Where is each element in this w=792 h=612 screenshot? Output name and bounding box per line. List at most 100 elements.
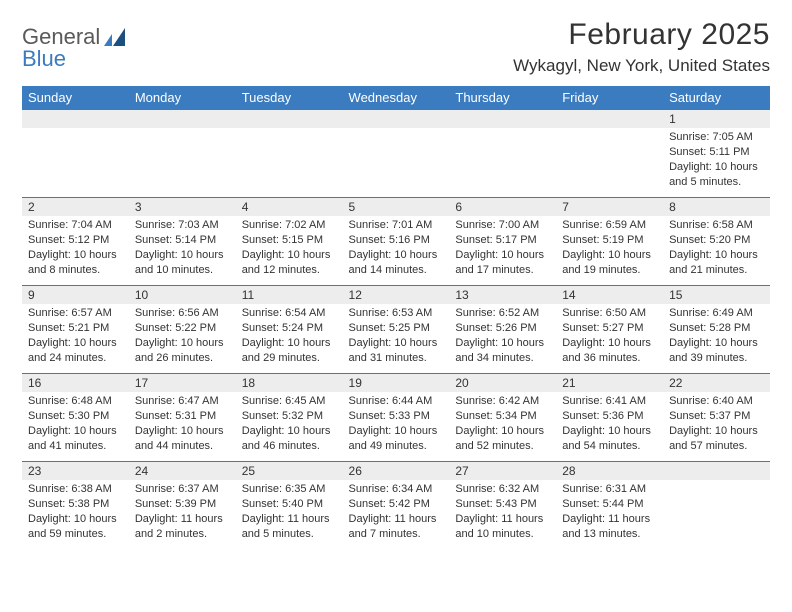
day-number: 16 [22,374,129,392]
sunrise-text: Sunrise: 6:47 AM [135,394,230,409]
day-body: Sunrise: 6:59 AMSunset: 5:19 PMDaylight:… [556,216,663,281]
day-number: 21 [556,374,663,392]
calendar-cell: 3Sunrise: 7:03 AMSunset: 5:14 PMDaylight… [129,198,236,286]
sunrise-text: Sunrise: 6:49 AM [669,306,764,321]
calendar-row: 1Sunrise: 7:05 AMSunset: 5:11 PMDaylight… [22,110,770,198]
day-number: 19 [343,374,450,392]
day-number [663,462,770,480]
calendar-cell: 19Sunrise: 6:44 AMSunset: 5:33 PMDayligh… [343,374,450,462]
daylight-text: Daylight: 11 hours and 2 minutes. [135,512,230,542]
sunrise-text: Sunrise: 6:38 AM [28,482,123,497]
daylight-text: Daylight: 10 hours and 24 minutes. [28,336,123,366]
calendar-cell: 22Sunrise: 6:40 AMSunset: 5:37 PMDayligh… [663,374,770,462]
sunrise-text: Sunrise: 7:05 AM [669,130,764,145]
day-number: 22 [663,374,770,392]
day-body: Sunrise: 6:50 AMSunset: 5:27 PMDaylight:… [556,304,663,369]
calendar-cell: 7Sunrise: 6:59 AMSunset: 5:19 PMDaylight… [556,198,663,286]
sunset-text: Sunset: 5:12 PM [28,233,123,248]
day-body: Sunrise: 6:34 AMSunset: 5:42 PMDaylight:… [343,480,450,545]
sunrise-text: Sunrise: 6:57 AM [28,306,123,321]
day-body: Sunrise: 6:31 AMSunset: 5:44 PMDaylight:… [556,480,663,545]
calendar-cell: 17Sunrise: 6:47 AMSunset: 5:31 PMDayligh… [129,374,236,462]
sunset-text: Sunset: 5:24 PM [242,321,337,336]
day-number: 25 [236,462,343,480]
sunset-text: Sunset: 5:25 PM [349,321,444,336]
day-number [236,110,343,128]
sunset-text: Sunset: 5:17 PM [455,233,550,248]
weekday-friday: Friday [556,86,663,110]
day-number: 13 [449,286,556,304]
daylight-text: Daylight: 10 hours and 12 minutes. [242,248,337,278]
day-body: Sunrise: 6:47 AMSunset: 5:31 PMDaylight:… [129,392,236,457]
sunset-text: Sunset: 5:19 PM [562,233,657,248]
calendar-cell: 13Sunrise: 6:52 AMSunset: 5:26 PMDayligh… [449,286,556,374]
sunrise-text: Sunrise: 6:53 AM [349,306,444,321]
weekday-thursday: Thursday [449,86,556,110]
calendar-cell: 2Sunrise: 7:04 AMSunset: 5:12 PMDaylight… [22,198,129,286]
day-number: 10 [129,286,236,304]
day-body: Sunrise: 6:42 AMSunset: 5:34 PMDaylight:… [449,392,556,457]
logo-word2: Blue [22,46,66,72]
day-body: Sunrise: 6:37 AMSunset: 5:39 PMDaylight:… [129,480,236,545]
calendar-cell: 18Sunrise: 6:45 AMSunset: 5:32 PMDayligh… [236,374,343,462]
day-number: 8 [663,198,770,216]
sunset-text: Sunset: 5:37 PM [669,409,764,424]
calendar-cell [449,110,556,198]
calendar-cell: 1Sunrise: 7:05 AMSunset: 5:11 PMDaylight… [663,110,770,198]
sunrise-text: Sunrise: 6:54 AM [242,306,337,321]
calendar-cell: 27Sunrise: 6:32 AMSunset: 5:43 PMDayligh… [449,462,556,550]
daylight-text: Daylight: 10 hours and 52 minutes. [455,424,550,454]
weekday-monday: Monday [129,86,236,110]
sunset-text: Sunset: 5:34 PM [455,409,550,424]
daylight-text: Daylight: 10 hours and 8 minutes. [28,248,123,278]
calendar-cell [22,110,129,198]
calendar-cell [343,110,450,198]
daylight-text: Daylight: 10 hours and 57 minutes. [669,424,764,454]
sunrise-text: Sunrise: 6:58 AM [669,218,764,233]
sunset-text: Sunset: 5:32 PM [242,409,337,424]
daylight-text: Daylight: 10 hours and 41 minutes. [28,424,123,454]
daylight-text: Daylight: 11 hours and 10 minutes. [455,512,550,542]
daylight-text: Daylight: 10 hours and 46 minutes. [242,424,337,454]
sunset-text: Sunset: 5:39 PM [135,497,230,512]
sunrise-text: Sunrise: 6:52 AM [455,306,550,321]
calendar-row: 23Sunrise: 6:38 AMSunset: 5:38 PMDayligh… [22,462,770,550]
day-number: 26 [343,462,450,480]
sunset-text: Sunset: 5:42 PM [349,497,444,512]
sunrise-text: Sunrise: 6:50 AM [562,306,657,321]
day-number [343,110,450,128]
calendar-cell: 26Sunrise: 6:34 AMSunset: 5:42 PMDayligh… [343,462,450,550]
day-number: 20 [449,374,556,392]
day-body: Sunrise: 6:48 AMSunset: 5:30 PMDaylight:… [22,392,129,457]
sunrise-text: Sunrise: 6:41 AM [562,394,657,409]
sunset-text: Sunset: 5:14 PM [135,233,230,248]
day-number: 28 [556,462,663,480]
sunset-text: Sunset: 5:33 PM [349,409,444,424]
sunset-text: Sunset: 5:43 PM [455,497,550,512]
day-body: Sunrise: 6:54 AMSunset: 5:24 PMDaylight:… [236,304,343,369]
weekday-sunday: Sunday [22,86,129,110]
calendar-cell [129,110,236,198]
month-title: February 2025 [513,18,770,52]
sunset-text: Sunset: 5:30 PM [28,409,123,424]
weekday-tuesday: Tuesday [236,86,343,110]
daylight-text: Daylight: 11 hours and 7 minutes. [349,512,444,542]
day-body: Sunrise: 7:05 AMSunset: 5:11 PMDaylight:… [663,128,770,193]
day-body: Sunrise: 6:35 AMSunset: 5:40 PMDaylight:… [236,480,343,545]
sunrise-text: Sunrise: 6:31 AM [562,482,657,497]
sunrise-text: Sunrise: 6:34 AM [349,482,444,497]
calendar-cell: 4Sunrise: 7:02 AMSunset: 5:15 PMDaylight… [236,198,343,286]
day-body: Sunrise: 6:52 AMSunset: 5:26 PMDaylight:… [449,304,556,369]
day-number: 2 [22,198,129,216]
calendar-cell: 8Sunrise: 6:58 AMSunset: 5:20 PMDaylight… [663,198,770,286]
day-body: Sunrise: 6:49 AMSunset: 5:28 PMDaylight:… [663,304,770,369]
sunrise-text: Sunrise: 6:32 AM [455,482,550,497]
sunset-text: Sunset: 5:16 PM [349,233,444,248]
calendar-cell: 15Sunrise: 6:49 AMSunset: 5:28 PMDayligh… [663,286,770,374]
sunset-text: Sunset: 5:15 PM [242,233,337,248]
daylight-text: Daylight: 10 hours and 10 minutes. [135,248,230,278]
day-number: 24 [129,462,236,480]
day-body: Sunrise: 6:57 AMSunset: 5:21 PMDaylight:… [22,304,129,369]
day-number: 5 [343,198,450,216]
day-number [22,110,129,128]
